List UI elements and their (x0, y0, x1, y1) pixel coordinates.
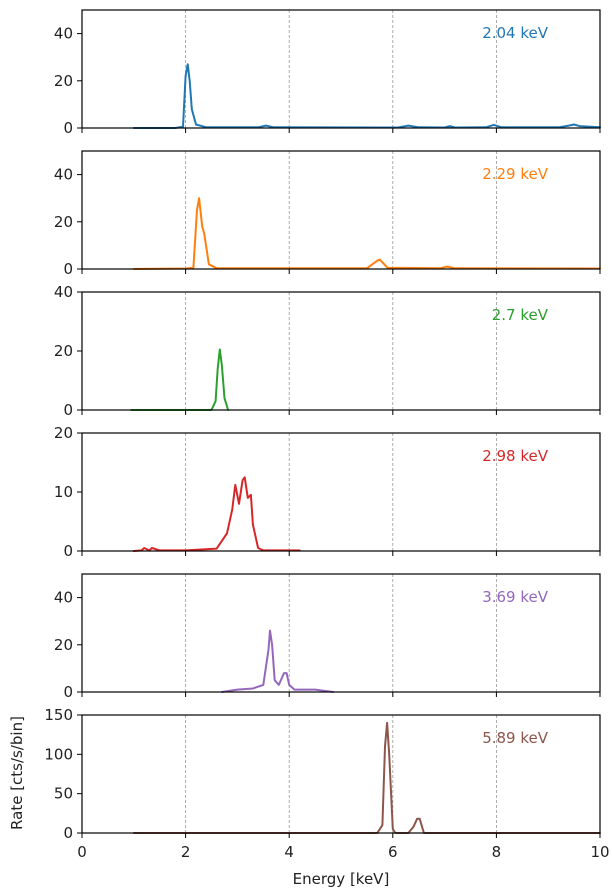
x-tick-label: 0 (77, 843, 87, 861)
panel-frame (81, 573, 601, 693)
x-tick-label: 2 (181, 843, 191, 861)
x-tick-label: 10 (590, 843, 609, 861)
y-tick-label: 20 (54, 636, 73, 654)
panel-frame (81, 714, 601, 834)
panel-frame (81, 9, 601, 129)
y-tick-label: 40 (54, 25, 73, 43)
panel-label: 5.89 keV (482, 729, 549, 747)
x-axis-ticks: 0 2 4 6 8 10 (77, 843, 609, 861)
y-tick-label: 0 (63, 824, 73, 842)
y-tick-label: 0 (63, 401, 73, 419)
panel-2: 0 20 40 2.29 keV (54, 150, 601, 278)
y-tick-label: 20 (54, 424, 73, 442)
series-line (132, 721, 601, 834)
series-line (130, 348, 230, 411)
panel-label: 2.29 keV (482, 165, 549, 183)
series-line (132, 476, 301, 552)
series-line (132, 63, 601, 129)
y-tick-label: 40 (54, 589, 73, 607)
panel-label: 2.7 keV (492, 306, 549, 324)
x-tick-label: 8 (492, 843, 502, 861)
y-tick-label: 50 (54, 785, 73, 803)
panel-frame (81, 150, 601, 270)
panel-6: 0 50 100 150 5.89 keV (44, 706, 601, 842)
panel-5: 0 20 40 3.69 keV (54, 573, 601, 701)
series-line (132, 197, 601, 270)
panel-1: 0 20 40 2.04 keV (54, 9, 601, 137)
y-tick-label: 0 (63, 119, 73, 137)
y-tick-label: 0 (63, 260, 73, 278)
y-tick-label: 20 (54, 72, 73, 90)
y-tick-label: 40 (54, 283, 73, 301)
y-axis-label: Rate [cts/s/bin] (8, 716, 26, 830)
y-tick-label: 20 (54, 213, 73, 231)
panels: 0 20 40 2.04 keV 0 20 40 2.29 keV 0 20 40 2.7 keV 0 1… (44, 9, 601, 842)
panel-4: 0 10 20 2.98 keV (54, 424, 601, 560)
y-tick-label: 0 (63, 683, 73, 701)
x-axis-label: Energy [keV] (293, 870, 390, 888)
y-tick-label: 40 (54, 166, 73, 184)
x-tick-label: 4 (284, 843, 294, 861)
y-tick-label: 100 (44, 745, 73, 763)
y-tick-label: 20 (54, 342, 73, 360)
panel-label: 2.04 keV (482, 24, 549, 42)
y-tick-label: 0 (63, 542, 73, 560)
panel-3: 0 20 40 2.7 keV (54, 283, 601, 419)
panel-label: 2.98 keV (482, 447, 549, 465)
panel-label: 3.69 keV (482, 588, 549, 606)
y-tick-label: 150 (44, 706, 73, 724)
y-tick-label: 10 (54, 483, 73, 501)
series-line (220, 629, 335, 693)
x-tick-label: 6 (388, 843, 398, 861)
